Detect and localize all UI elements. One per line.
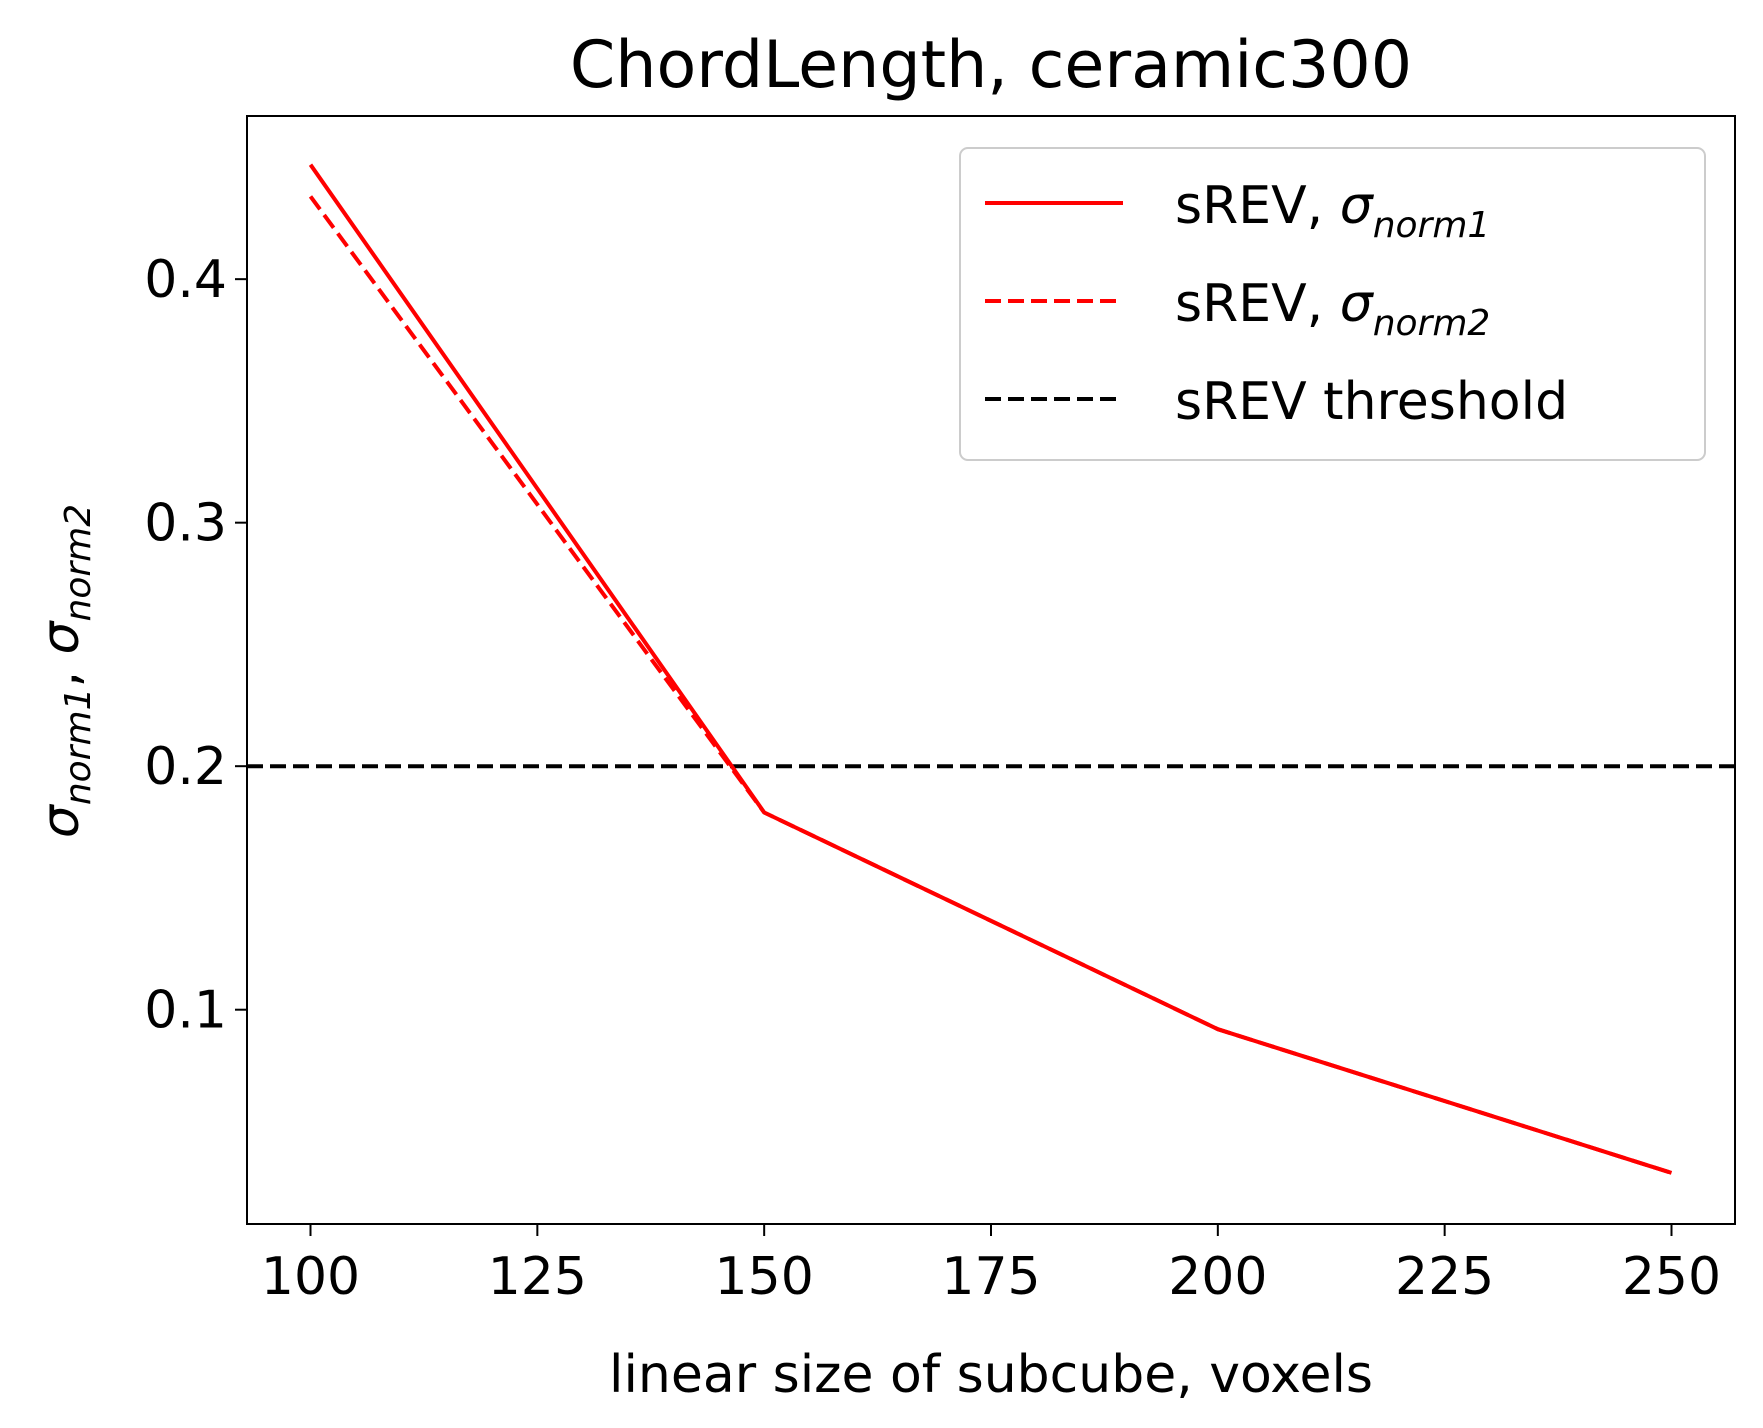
y-axis-label: σnorm1, σnorm2: [31, 504, 99, 838]
x-tick-label: 125: [488, 1247, 587, 1307]
y-tick-label: 0.1: [144, 981, 227, 1041]
x-axis-ticks: 100 125 150 175 200 225 250: [261, 1224, 1721, 1307]
plot-area: [246, 115, 1736, 1225]
x-axis-label: linear size of subcube, voxels: [609, 1345, 1373, 1405]
series-line-2: [308, 195, 1673, 1175]
y-tick-label: 0.3: [144, 494, 227, 554]
x-tick-label: 175: [941, 1247, 1040, 1307]
x-tick-label: 250: [1622, 1247, 1721, 1307]
y-tick-label: 0.2: [144, 737, 227, 797]
chart-title: ChordLength, ceramic300: [570, 28, 1412, 103]
y-tick-label: 0.4: [144, 250, 227, 310]
x-tick-label: 200: [1168, 1247, 1267, 1307]
legend-label-3: sREV threshold: [1175, 372, 1568, 432]
legend-label-1: sREV, σnorm1: [1175, 176, 1490, 246]
x-tick-label: 225: [1395, 1247, 1494, 1307]
x-tick-label: 100: [261, 1247, 360, 1307]
legend-label-2: sREV, σnorm2: [1175, 274, 1490, 344]
y-axis-ticks: 0.1 0.2 0.3 0.4: [144, 250, 247, 1041]
x-tick-label: 150: [715, 1247, 814, 1307]
legend-box: [959, 147, 1706, 461]
legend: sREV, σnorm1 sREV, σnorm2 sREV threshold: [959, 147, 1706, 461]
